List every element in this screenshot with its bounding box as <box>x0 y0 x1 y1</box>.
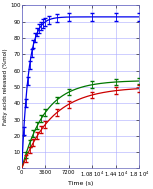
X-axis label: Time (s): Time (s) <box>68 180 93 186</box>
Y-axis label: Fatty acids released (%mol): Fatty acids released (%mol) <box>4 49 8 125</box>
